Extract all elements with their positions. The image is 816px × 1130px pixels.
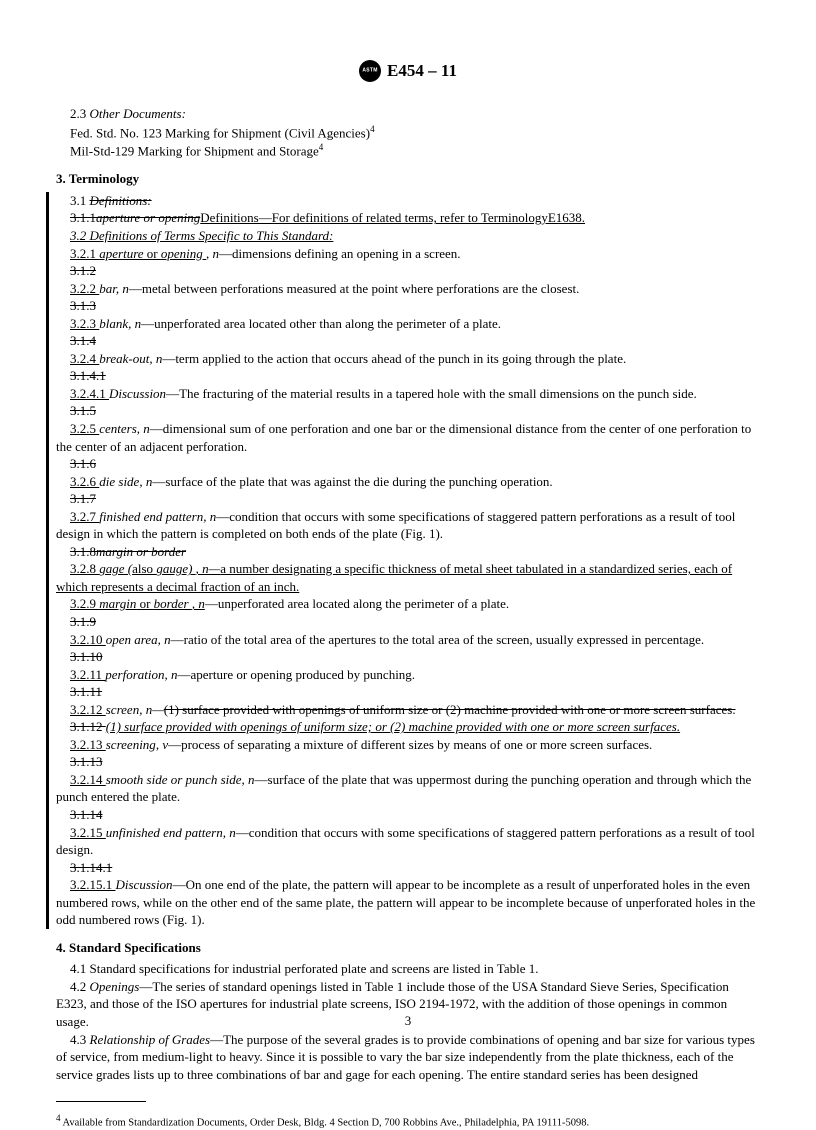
footnote-4: 4 Available from Standardization Documen… bbox=[56, 1113, 760, 1130]
sec4-title: 4. Standard Specifications bbox=[56, 939, 760, 957]
page-number: 3 bbox=[405, 1012, 412, 1030]
change-bar-1: 3.1 Definitions: 3.1.1aperture or openin… bbox=[56, 192, 760, 543]
sec3-title: 3. Terminology bbox=[56, 170, 760, 188]
p-4.1: 4.1 Standard specifications for industri… bbox=[56, 960, 760, 978]
change-bar-4: 3.1.14.1 3.2.15.1 Discussion—On one end … bbox=[56, 859, 760, 929]
page-header: E454 – 11 bbox=[56, 60, 760, 87]
p-2.3: 2.3 Other Documents: bbox=[56, 105, 760, 123]
p-4.3: 4.3 Relationship of Grades—The purpose o… bbox=[56, 1031, 760, 1084]
footnote-rule bbox=[56, 1101, 146, 1102]
designation: E454 – 11 bbox=[387, 60, 457, 83]
astm-logo-icon bbox=[359, 60, 381, 82]
change-bar-2: 3.1.8margin or border 3.2.8 gage (also g… bbox=[56, 543, 760, 806]
p-milstd: Mil-Std-129 Marking for Shipment and Sto… bbox=[56, 141, 760, 160]
change-bar-3: 3.1.14 3.2.15 unfinished end pattern, n—… bbox=[56, 806, 760, 859]
p-fedstd: Fed. Std. No. 123 Marking for Shipment (… bbox=[56, 123, 760, 142]
